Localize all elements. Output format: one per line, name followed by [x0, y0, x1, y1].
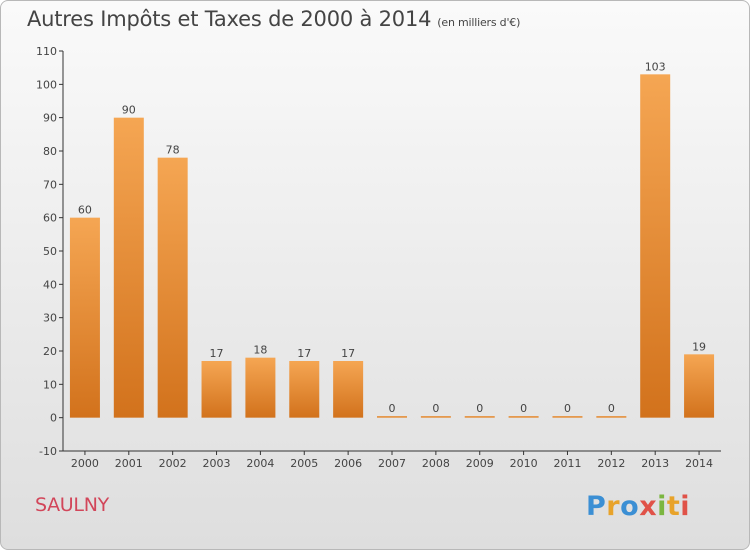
x-tick-label: 2012: [597, 457, 625, 470]
data-label: 0: [564, 402, 571, 415]
x-tick-label: 2013: [641, 457, 669, 470]
data-label: 0: [608, 402, 615, 415]
bar: [333, 361, 364, 418]
bar: [113, 117, 144, 418]
bar: [69, 217, 100, 418]
data-label: 18: [253, 344, 267, 357]
proxiti-logo: Proxiti: [586, 491, 691, 522]
x-tick-label: 2010: [510, 457, 538, 470]
data-label: 78: [166, 144, 180, 157]
x-tick-label: 2004: [246, 457, 274, 470]
y-tick-label: 50: [43, 245, 57, 258]
data-label: 17: [341, 347, 355, 360]
bar: [377, 416, 407, 418]
x-tick-label: 2008: [422, 457, 450, 470]
data-label: 17: [297, 347, 311, 360]
data-label: 0: [389, 402, 396, 415]
chart-bars: 60 90 78 17 18 17 17 0 0 0 0 0 0 103 19: [69, 60, 715, 418]
data-label: 90: [122, 104, 136, 117]
chart-title: Autres Impôts et Taxes de 2000 à 2014 (en…: [27, 7, 520, 31]
data-label: 60: [78, 204, 92, 217]
y-tick-label: 100: [36, 78, 57, 91]
y-tick-label: 60: [43, 212, 57, 225]
y-tick-label: 90: [43, 112, 57, 125]
bar: [157, 157, 188, 418]
y-tick-label: 0: [50, 412, 57, 425]
y-tick-label: 70: [43, 178, 57, 191]
chart-title-text: Autres Impôts et Taxes de 2000 à 2014: [27, 7, 432, 31]
x-tick-label: 2001: [115, 457, 143, 470]
town-name: SAULNY: [35, 494, 109, 516]
bar: [684, 354, 715, 418]
x-tick-label: 2007: [378, 457, 406, 470]
data-label: 0: [520, 402, 527, 415]
bar: [245, 357, 276, 418]
y-tick-label: 20: [43, 345, 57, 358]
bar: [420, 416, 451, 418]
y-tick-label: -10: [39, 445, 57, 458]
y-tick-label: 30: [43, 312, 57, 325]
bar: [640, 74, 671, 418]
y-tick-label: 40: [43, 278, 57, 291]
x-tick-label: 2006: [334, 457, 362, 470]
y-tick-label: 10: [43, 378, 57, 391]
bar: [552, 416, 583, 418]
x-tick-label: 2002: [159, 457, 187, 470]
x-tick-label: 2003: [203, 457, 231, 470]
bar: [508, 416, 539, 418]
bar: [201, 361, 232, 418]
data-label: 17: [210, 347, 224, 360]
x-tick-label: 2014: [685, 457, 713, 470]
data-label: 0: [432, 402, 439, 415]
bar: [289, 361, 320, 418]
data-label: 19: [692, 340, 706, 353]
x-tick-label: 2011: [553, 457, 581, 470]
x-tick-label: 2000: [71, 457, 99, 470]
chart-unit-subtitle: (en milliers d'€): [437, 16, 521, 29]
data-label: 103: [645, 60, 666, 73]
x-tick-label: 2009: [466, 457, 494, 470]
chart-axes: -10 0 10 20 30 40 50 60 70 80 90 100 110 2000 2001 2002…: [36, 45, 721, 470]
x-tick-label: 2005: [290, 457, 318, 470]
y-tick-label: 80: [43, 145, 57, 158]
bar: [464, 416, 495, 418]
y-tick-label: 110: [36, 45, 57, 58]
data-label: 0: [476, 402, 483, 415]
bar: [596, 416, 627, 418]
